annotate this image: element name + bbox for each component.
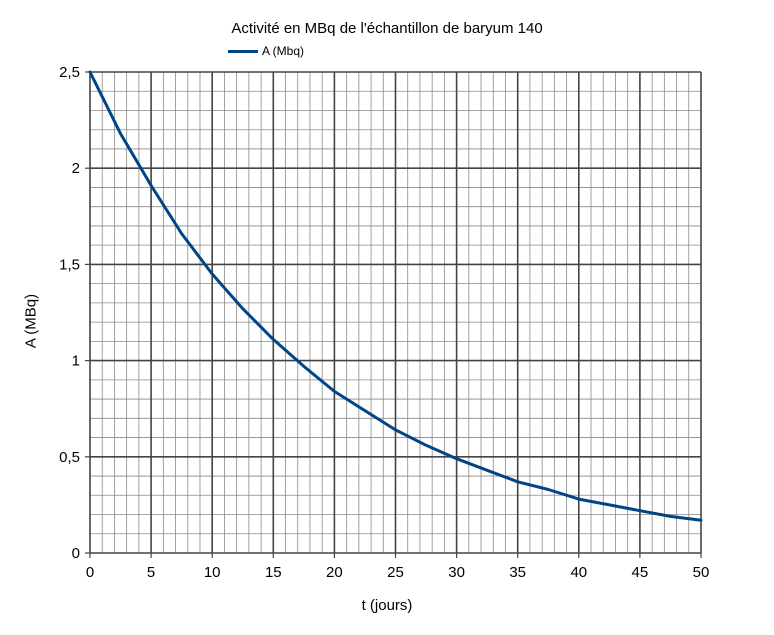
x-tick-label: 50 (693, 564, 710, 581)
series-layer (88, 70, 703, 522)
x-tick-label: 35 (509, 564, 526, 581)
series-line (88, 70, 703, 522)
y-tick-label: 2 (72, 160, 80, 177)
x-tick-label: 25 (387, 564, 404, 581)
x-tick-label: 0 (86, 564, 94, 581)
x-tick-label: 5 (147, 564, 155, 581)
x-tick-label: 20 (326, 564, 343, 581)
chart-title: Activité en MBq de l'échantillon de bary… (231, 20, 543, 37)
x-tick-label: 40 (570, 564, 587, 581)
y-tick-label: 1,5 (59, 256, 80, 273)
y-tick-label: 2,5 (59, 64, 80, 81)
x-tick-label: 30 (448, 564, 465, 581)
x-tick-label: 45 (632, 564, 649, 581)
y-tick-label: 1 (72, 353, 80, 370)
legend: A (Mbq) (228, 44, 304, 58)
y-tick-label: 0 (72, 545, 80, 562)
y-tick-label: 0,5 (59, 449, 80, 466)
x-axis-label: t (jours) (361, 597, 413, 614)
legend-swatch (228, 49, 258, 53)
major-grid (89, 71, 702, 554)
x-tick-label: 15 (265, 564, 282, 581)
legend-label: A (Mbq) (262, 44, 305, 58)
x-tick-label: 10 (204, 564, 221, 581)
